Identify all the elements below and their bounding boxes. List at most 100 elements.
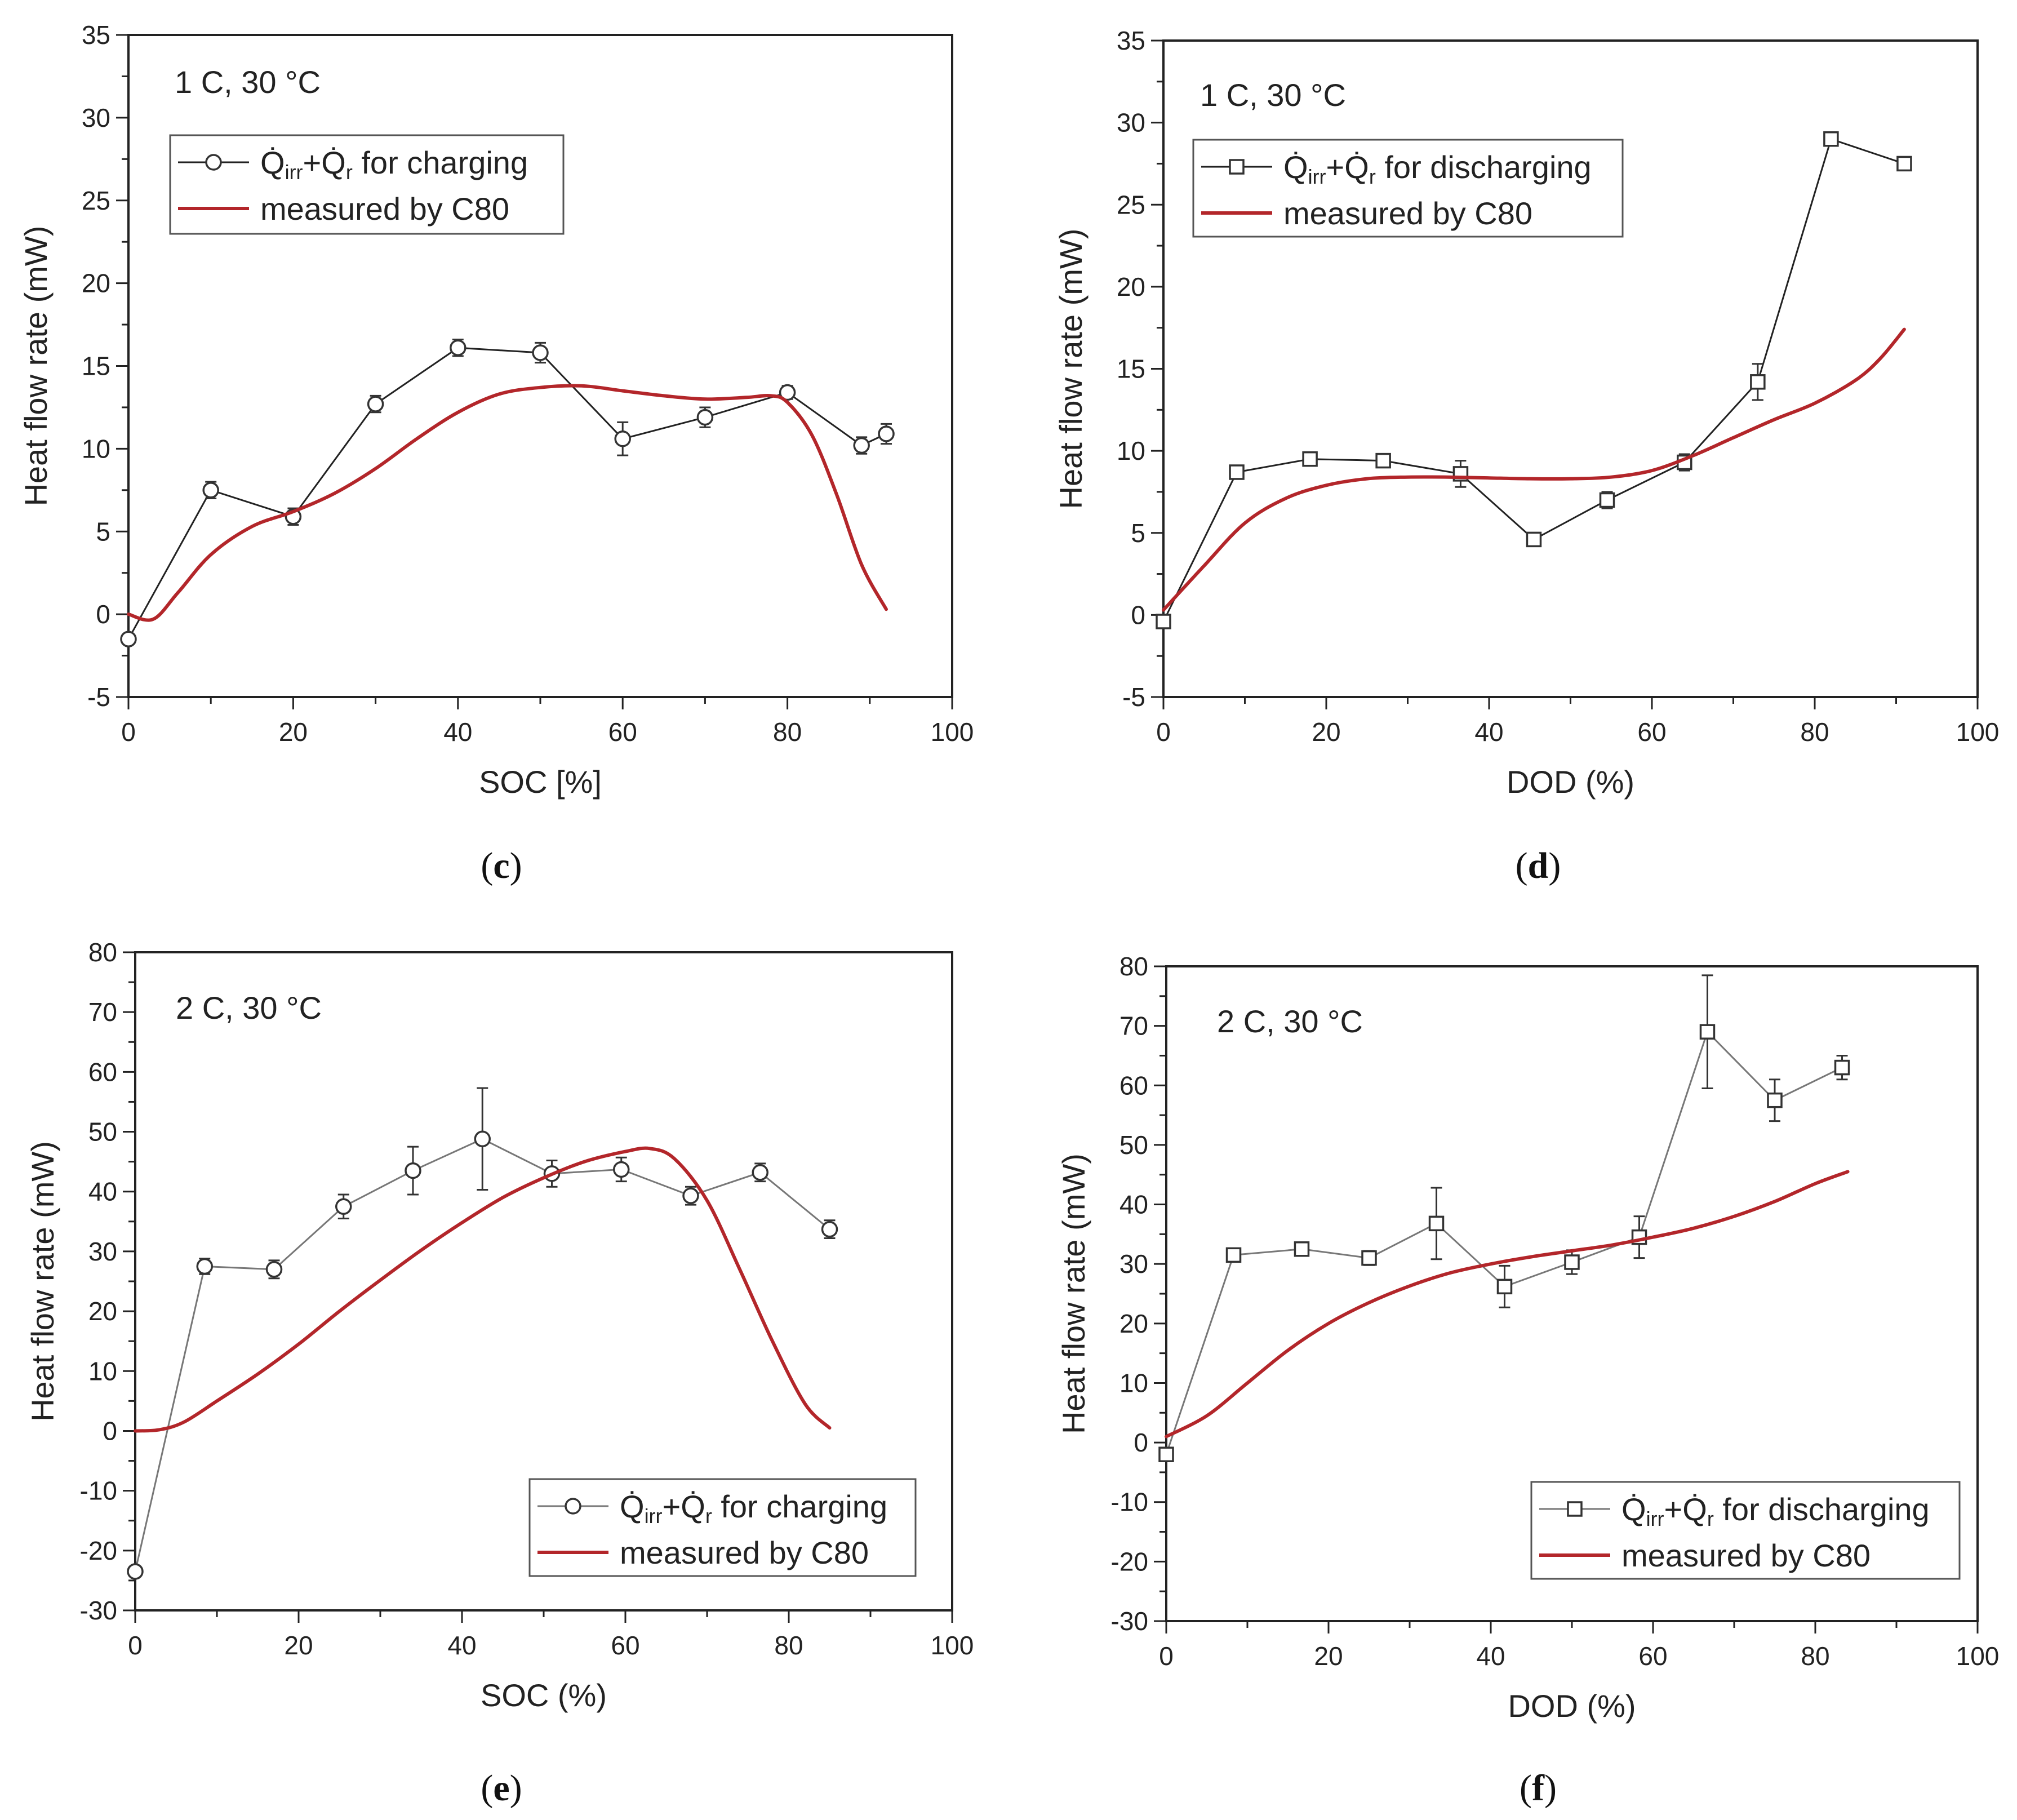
panel-label-paren: ) — [1544, 1768, 1557, 1809]
y-tick-label: 50 — [1119, 1130, 1148, 1160]
data-point-circle — [265, 1261, 283, 1278]
data-point-circle — [853, 437, 870, 454]
legend-label-1: measured by C80 — [620, 1535, 869, 1570]
y-tick-label: 20 — [1119, 1309, 1148, 1338]
data-point-circle — [335, 1198, 352, 1215]
data-point-circle — [120, 631, 137, 647]
y-tick-label: 80 — [88, 938, 117, 967]
data-point-square — [1302, 451, 1318, 467]
panel-label-paren: ( — [1520, 1768, 1532, 1809]
y-tick-label: 60 — [88, 1057, 117, 1086]
legend: Q̇irr+Q̇r for charging measured by C80 — [528, 1478, 917, 1577]
data-point-circle — [405, 1162, 421, 1179]
legend-label-part: irr — [1646, 1507, 1664, 1530]
x-tick-label: 40 — [443, 717, 472, 747]
legend-label-part: +Q̇ — [1326, 149, 1369, 185]
y-tick-label: 60 — [1119, 1071, 1148, 1100]
chart-d: 0 20 40 60 80 100 -5 0 5 10 15 20 25 30 35 DOD (%) Heat … — [1053, 26, 1999, 800]
legend-label-part: measured by C80 — [1621, 1538, 1871, 1573]
y-tick-label: 0 — [1134, 1428, 1148, 1457]
condition-annotation: 1 C, 30 °C — [1200, 77, 1346, 113]
panel-label-paren: ( — [481, 1768, 493, 1809]
data-point-square — [1496, 1279, 1513, 1295]
panel-label-letter: c — [493, 845, 509, 886]
legend-label-part: r — [346, 161, 353, 184]
y-tick-label: 5 — [1131, 518, 1145, 548]
data-point-square — [1361, 1250, 1377, 1266]
panel-label-c: (c) — [481, 845, 522, 886]
x-tick-label: 20 — [1314, 1641, 1343, 1671]
data-point-square — [1375, 452, 1391, 469]
legend-label-0: Q̇irr+Q̇r for discharging — [1283, 149, 1592, 188]
x-tick-label: 0 — [1156, 717, 1171, 747]
legend-label-part: Q̇ — [260, 145, 285, 180]
panel-label-paren: ) — [510, 845, 522, 886]
legend-label-part: for charging — [353, 145, 528, 180]
panel-label-d: (d) — [1516, 845, 1561, 886]
data-point-square — [1428, 1215, 1445, 1232]
model-series-line — [1165, 1030, 1843, 1455]
y-tick-label: -30 — [80, 1596, 117, 1625]
y-tick-label: 30 — [82, 103, 110, 132]
x-tick-label: 0 — [128, 1631, 143, 1660]
y-tick-label: -20 — [1111, 1547, 1148, 1576]
data-point-square — [1225, 1247, 1242, 1263]
legend-marker-circle — [565, 1498, 581, 1515]
panel-label-paren: ) — [1548, 845, 1561, 886]
x-tick-label: 40 — [1476, 1641, 1505, 1671]
x-tick-label: 80 — [773, 717, 802, 747]
legend-label-part: for discharging — [1376, 149, 1592, 185]
data-point-square — [1526, 531, 1542, 548]
x-tick-label: 100 — [1956, 1641, 2000, 1671]
y-tick-label: 0 — [103, 1416, 117, 1445]
y-tick-label: 30 — [88, 1237, 117, 1266]
legend-label-part: Q̇ — [1283, 149, 1308, 185]
panel-label-paren: ) — [510, 1768, 522, 1809]
x-axis-label: DOD (%) — [1507, 764, 1634, 800]
y-tick-label: 50 — [88, 1117, 117, 1147]
x-tick-label: 60 — [611, 1631, 639, 1660]
y-tick-label: 20 — [1117, 272, 1145, 301]
y-tick-label: 20 — [88, 1297, 117, 1326]
data-point-circle — [202, 482, 219, 499]
data-point-square — [1158, 1446, 1174, 1462]
legend-label-part: r — [705, 1504, 712, 1528]
y-axis-label: Heat flow rate (mW) — [1053, 229, 1089, 509]
condition-annotation: 2 C, 30 °C — [176, 990, 322, 1026]
x-tick-label: 20 — [279, 717, 308, 747]
x-tick-label: 20 — [284, 1631, 313, 1660]
y-tick-label: 20 — [82, 269, 110, 298]
y-tick-label: -20 — [80, 1536, 117, 1565]
panel-label-letter: d — [1528, 845, 1549, 886]
x-tick-label: 60 — [1638, 1641, 1667, 1671]
y-tick-label: 25 — [1117, 190, 1145, 219]
y-tick-label: 30 — [1119, 1249, 1148, 1279]
data-point-square — [1599, 492, 1615, 508]
x-axis-label: SOC (%) — [481, 1677, 607, 1713]
y-tick-label: 15 — [82, 352, 110, 381]
x-tick-label: 100 — [1956, 717, 2000, 747]
y-tick-label: 40 — [1119, 1190, 1148, 1219]
legend-label-part: +Q̇ — [303, 145, 346, 180]
x-tick-label: 20 — [1312, 717, 1340, 747]
legend-box — [1192, 139, 1624, 238]
y-tick-label: 70 — [1119, 1011, 1148, 1041]
condition-annotation: 2 C, 30 °C — [1217, 1004, 1363, 1039]
legend-marker-circle — [205, 154, 222, 171]
legend-label-part: measured by C80 — [260, 191, 509, 227]
legend-box — [1530, 1481, 1961, 1580]
y-axis-label: Heat flow rate (mW) — [25, 1141, 60, 1422]
legend-label-0: Q̇irr+Q̇r for charging — [620, 1489, 887, 1528]
measured-c80-line — [1162, 327, 1906, 612]
y-tick-label: 15 — [1117, 354, 1145, 384]
legend-label-part: +Q̇ — [663, 1489, 705, 1524]
data-point-circle — [614, 430, 631, 447]
x-tick-label: 60 — [608, 717, 637, 747]
y-tick-label: 35 — [1117, 26, 1145, 55]
legend-box — [169, 134, 565, 235]
legend-label-part: irr — [285, 161, 303, 184]
legend: Q̇irr+Q̇r for discharging measured by C80 — [1192, 139, 1624, 238]
panel-label-letter: e — [493, 1768, 509, 1809]
data-point-circle — [196, 1258, 213, 1275]
x-tick-label: 80 — [1801, 1641, 1829, 1671]
